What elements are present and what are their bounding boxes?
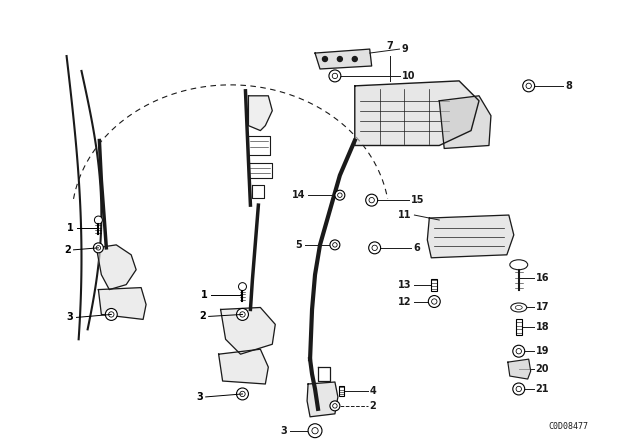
Text: 8: 8 [566,81,572,91]
Circle shape [109,312,114,317]
Text: 5: 5 [296,240,302,250]
Circle shape [372,245,378,250]
Circle shape [95,216,102,224]
Text: 12: 12 [398,297,412,306]
Text: 20: 20 [536,364,549,374]
Circle shape [308,424,322,438]
Circle shape [329,70,341,82]
Circle shape [337,56,342,61]
Circle shape [526,83,531,89]
Polygon shape [439,96,491,148]
Polygon shape [219,349,268,384]
Circle shape [513,383,525,395]
Text: 18: 18 [536,323,549,332]
Ellipse shape [510,260,528,270]
Circle shape [369,198,374,203]
Circle shape [523,80,534,92]
Circle shape [516,349,522,354]
Polygon shape [428,215,514,258]
Text: 14: 14 [292,190,305,200]
Text: 4: 4 [370,386,376,396]
Circle shape [240,312,245,317]
Circle shape [330,240,340,250]
Text: 21: 21 [536,384,549,394]
Circle shape [330,401,340,411]
Bar [339,386,344,396]
Circle shape [240,391,245,396]
Bar [516,319,522,335]
Polygon shape [248,96,272,130]
Text: 7: 7 [386,41,393,51]
Polygon shape [99,288,146,319]
Circle shape [365,194,378,206]
Circle shape [237,388,248,400]
Circle shape [333,404,337,408]
Circle shape [428,296,440,307]
Text: 1: 1 [67,223,74,233]
Text: 3: 3 [280,426,287,436]
Text: 2: 2 [64,245,70,255]
Bar [431,279,437,291]
Polygon shape [355,81,479,146]
Circle shape [513,345,525,357]
Circle shape [332,73,337,78]
Text: 9: 9 [401,44,408,54]
Text: 19: 19 [536,346,549,356]
Ellipse shape [515,306,522,310]
Circle shape [369,242,381,254]
Circle shape [323,56,328,61]
Polygon shape [307,382,338,417]
Text: 2: 2 [199,311,205,321]
Circle shape [312,427,318,434]
Circle shape [431,299,437,304]
Text: 17: 17 [536,302,549,312]
Text: 3: 3 [67,312,74,323]
Circle shape [106,309,117,320]
Text: 15: 15 [412,195,425,205]
Ellipse shape [511,303,527,312]
Circle shape [338,193,342,198]
Text: 13: 13 [398,280,412,289]
Polygon shape [97,245,136,289]
Circle shape [96,246,100,250]
Text: C0D08477: C0D08477 [548,422,588,431]
Circle shape [239,283,246,291]
Polygon shape [508,359,531,379]
Circle shape [333,243,337,247]
Text: 11: 11 [398,210,412,220]
Polygon shape [315,49,372,69]
Text: 6: 6 [413,243,420,253]
Text: 16: 16 [536,273,549,283]
Text: 3: 3 [196,392,203,402]
Circle shape [335,190,345,200]
Text: 10: 10 [401,71,415,81]
Text: 1: 1 [201,289,208,300]
Circle shape [516,386,522,392]
Polygon shape [221,307,275,354]
Circle shape [93,243,103,253]
Circle shape [352,56,357,61]
Circle shape [237,309,248,320]
Text: 2: 2 [370,401,376,411]
